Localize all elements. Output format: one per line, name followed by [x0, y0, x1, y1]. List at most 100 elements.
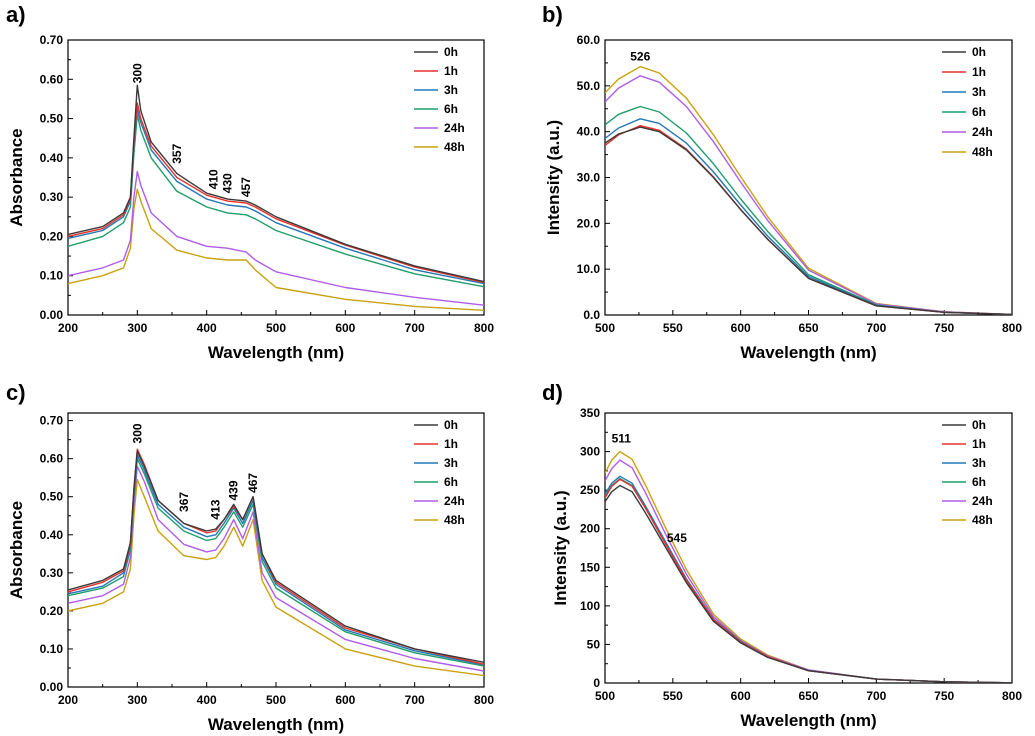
series-line-3h	[68, 107, 484, 285]
x-tick-label: 500	[595, 321, 615, 335]
x-tick-label: 300	[127, 321, 147, 335]
peak-annotation: 457	[239, 177, 253, 197]
legend-label: 0h	[972, 45, 986, 59]
x-tick-label: 800	[1002, 689, 1022, 703]
y-tick-label: 0.00	[40, 308, 64, 322]
legend-label: 1h	[972, 437, 986, 451]
legend-label: 0h	[444, 418, 458, 432]
x-tick-label: 400	[197, 693, 217, 707]
series-group	[605, 450, 1012, 683]
y-tick-label: 0.60	[40, 452, 64, 466]
y-tick-label: 0.70	[40, 414, 64, 428]
legend-label: 1h	[444, 64, 458, 78]
series-group	[68, 448, 484, 677]
y-tick-label: 200	[580, 522, 600, 536]
peak-annotation: 430	[220, 173, 234, 193]
x-tick-label: 750	[934, 689, 954, 703]
series-line-0h	[68, 84, 484, 283]
y-tick-label: 0.10	[40, 269, 64, 283]
y-tick-label: 60.0	[577, 33, 601, 47]
x-tick-label: 550	[663, 321, 683, 335]
series-line-3h	[605, 118, 1012, 315]
legend-label: 48h	[972, 513, 993, 527]
y-tick-label: 20.0	[577, 216, 601, 230]
x-tick-label: 600	[335, 321, 355, 335]
x-tick-label: 800	[1002, 321, 1022, 335]
series-line-0h	[605, 484, 1012, 683]
legend-label: 24h	[972, 125, 993, 139]
y-tick-label: 0.20	[40, 604, 64, 618]
x-tick-label: 700	[405, 693, 425, 707]
series-line-6h	[605, 477, 1012, 683]
x-tick-label: 800	[474, 693, 494, 707]
panel-b: b) 500 550 600 650 700 750 800 0.0 10.0 20.0 30.0 40…	[542, 2, 1022, 362]
legend-label: 6h	[444, 102, 458, 116]
legend-label: 48h	[444, 140, 465, 154]
y-axis-title: Intensity (a.u.)	[544, 120, 563, 235]
legend: 0h 1h 3h 6h 24h 48h	[414, 45, 465, 154]
x-tick-label: 700	[866, 321, 886, 335]
legend: 0h 1h 3h 6h 24h 48h	[414, 418, 465, 527]
y-tick-label: 0.40	[40, 528, 64, 542]
peak-annotation: 300	[130, 423, 144, 443]
series-line-6h	[68, 113, 484, 288]
series-line-0h	[605, 126, 1012, 315]
x-tick-label: 700	[866, 689, 886, 703]
y-axis-title: Intensity (a.u.)	[551, 490, 570, 605]
x-axis-title: Wavelength (nm)	[208, 715, 344, 734]
peak-annotation: 439	[227, 480, 241, 500]
legend-label: 6h	[444, 475, 458, 489]
legend-label: 48h	[444, 513, 465, 527]
peak-annotation: 367	[177, 492, 191, 512]
legend-label: 1h	[972, 65, 986, 79]
series-line-1h	[605, 478, 1012, 683]
y-tick-label: 0.20	[40, 229, 64, 243]
x-axis-title: Wavelength (nm)	[740, 711, 876, 730]
legend-label: 3h	[444, 456, 458, 470]
peak-annotation: 545	[667, 531, 687, 545]
y-tick-label: 0.00	[40, 680, 64, 694]
x-tick-label: 200	[58, 321, 78, 335]
x-tick-label: 600	[731, 321, 751, 335]
peak-annotation: 410	[207, 169, 221, 189]
series-line-48h	[605, 65, 1012, 315]
x-tick-label: 400	[197, 321, 217, 335]
y-tick-label: 50	[587, 637, 601, 651]
y-tick-label: 150	[580, 560, 600, 574]
series-line-24h	[68, 170, 484, 306]
series-line-1h	[68, 102, 484, 284]
y-tick-label: 40.0	[577, 125, 601, 139]
y-tick-label: 0.70	[40, 33, 64, 47]
x-tick-label: 600	[335, 693, 355, 707]
panel-d: d) 500 550 600 650 700 750 800 0 50 100 150 200 250 30…	[542, 380, 1022, 730]
peak-annotation: 357	[170, 143, 184, 163]
legend-label: 3h	[444, 83, 458, 97]
x-tick-label: 500	[266, 321, 286, 335]
series-group	[68, 84, 484, 311]
series-line-0h	[68, 450, 484, 663]
series-line-3h	[605, 475, 1012, 683]
panel-label: c)	[6, 380, 26, 405]
y-tick-label: 30.0	[577, 171, 601, 185]
legend-label: 6h	[972, 475, 986, 489]
panel-label: b)	[542, 2, 563, 27]
y-tick-label: 0.50	[40, 490, 64, 504]
legend-label: 48h	[972, 145, 993, 159]
legend-label: 0h	[972, 418, 986, 432]
x-tick-label: 500	[266, 693, 286, 707]
series-line-48h	[68, 188, 484, 311]
legend-label: 1h	[444, 437, 458, 451]
x-tick-label: 550	[663, 689, 683, 703]
peak-annotation: 300	[130, 63, 144, 83]
x-tick-label: 800	[474, 321, 494, 335]
y-tick-label: 250	[580, 483, 600, 497]
y-tick-label: 0	[593, 676, 600, 690]
x-tick-label: 750	[934, 321, 954, 335]
panel-a: a) 200 300 400 500 600 700 800 0.00 0.10 0.20 0.30 0…	[6, 2, 494, 362]
series-line-48h	[68, 478, 484, 677]
x-axis-title: Wavelength (nm)	[208, 343, 344, 362]
peak-annotation: 413	[209, 499, 223, 519]
legend-label: 3h	[972, 456, 986, 470]
y-tick-label: 0.50	[40, 112, 64, 126]
